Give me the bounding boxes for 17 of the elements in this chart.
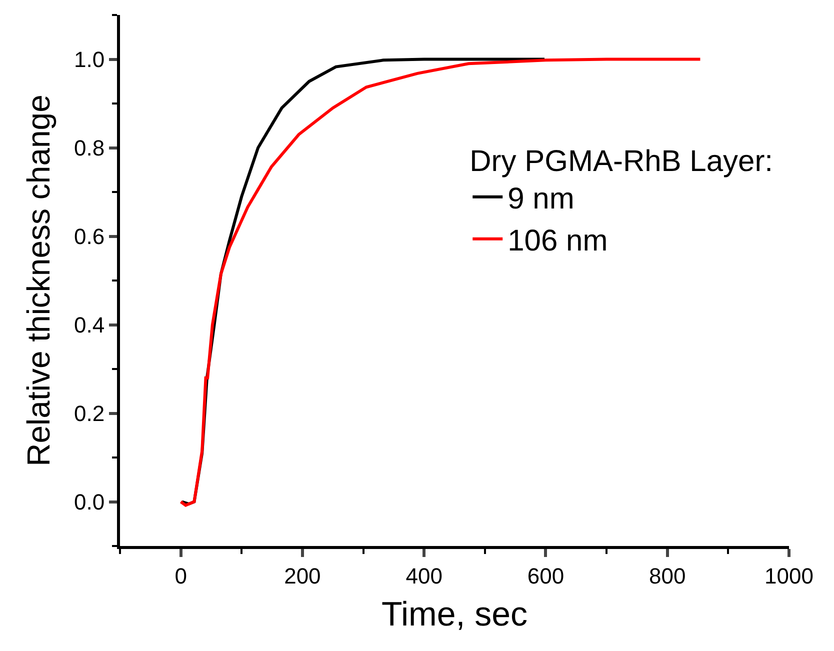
x-tick-label: 200 — [284, 563, 321, 588]
y-tick-label: 1.0 — [74, 46, 105, 72]
y-tick-label: 0.4 — [74, 312, 105, 338]
y-tick-label: 0.2 — [74, 400, 105, 426]
legend-label: 106 nm — [508, 224, 608, 258]
legend-label: 9 nm — [508, 182, 574, 216]
x-tick-label: 1000 — [764, 563, 814, 588]
y-tick-label: 0.8 — [74, 135, 105, 160]
x-tick-label: 0 — [174, 563, 187, 588]
x-axis-title: Time, sec — [381, 596, 528, 634]
legend-title: Dry PGMA-RhB Layer: — [470, 144, 774, 178]
y-tick-label: 0.0 — [74, 489, 105, 514]
x-tick-label: 600 — [527, 563, 564, 588]
x-tick-label: 800 — [649, 563, 686, 588]
y-tick-label: 0.6 — [74, 224, 105, 249]
y-axis-title: Relative thickness change — [20, 94, 56, 466]
x-tick-label: 400 — [406, 563, 442, 588]
